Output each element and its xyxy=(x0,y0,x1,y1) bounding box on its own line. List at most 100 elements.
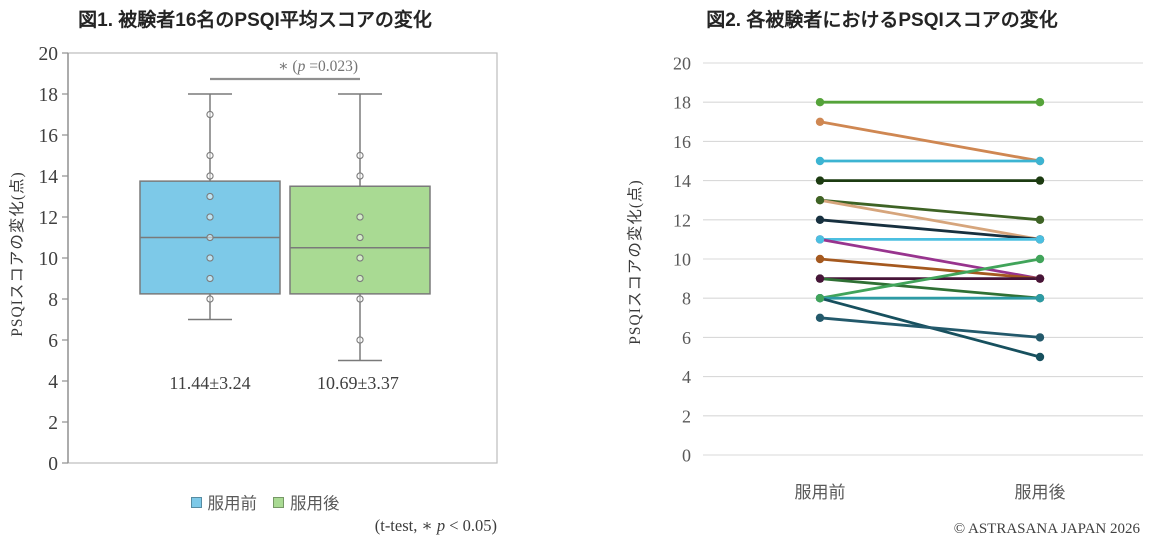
figure1-boxplot: 0 2 4 6 8 10 12 14 16 18 20 xyxy=(39,44,498,475)
data-point xyxy=(356,233,364,242)
marker-after-subject-3 xyxy=(1035,156,1045,166)
y-tick-label: 4 xyxy=(48,372,58,393)
y-tick-label: 12 xyxy=(673,210,691,230)
line-subject-9 xyxy=(818,237,1042,281)
line-subject-6 xyxy=(818,198,1042,241)
y-tick-label: 6 xyxy=(48,331,58,352)
mean-sd-after: 10.69±3.37 xyxy=(317,373,399,393)
marker-after-subject-13 xyxy=(1035,254,1045,264)
marker-before-subject-16 xyxy=(815,313,825,322)
data-point xyxy=(206,110,214,119)
y-tick-label: 4 xyxy=(682,367,691,387)
data-point xyxy=(206,151,214,160)
significance-prefix: ∗ ( xyxy=(278,58,298,75)
figure2-y-axis-label: PSQIスコアの変化(点) xyxy=(627,179,644,345)
marker-after-subject-16 xyxy=(1035,333,1045,342)
marker-before-subject-5 xyxy=(815,196,825,205)
y-tick-label: 18 xyxy=(673,93,691,113)
data-point xyxy=(206,295,214,303)
marker-after-subject-11 xyxy=(1035,274,1045,283)
legend-label-before: 服用前 xyxy=(207,494,258,513)
marker-before-subject-8 xyxy=(815,235,825,244)
significance-suffix: =0.023) xyxy=(305,58,358,75)
line-subject-5 xyxy=(818,198,1042,222)
data-point xyxy=(356,336,364,344)
y-tick-label: 8 xyxy=(682,289,691,309)
data-point xyxy=(206,274,214,283)
box-group-服用後 xyxy=(289,93,431,362)
legend-item-before: 服用前 xyxy=(190,490,258,514)
data-point xyxy=(356,151,364,160)
legend-swatch-before xyxy=(190,496,202,508)
legend-item-after: 服用後 xyxy=(273,490,340,514)
y-tick-label: 16 xyxy=(673,132,691,152)
y-tick-label: 6 xyxy=(682,328,691,348)
copyright-text: © ASTRASANA JAPAN 2026 xyxy=(953,521,1140,537)
y-tick-label: 20 xyxy=(673,54,691,74)
line-subject-7 xyxy=(818,218,1042,241)
data-point xyxy=(356,213,364,221)
marker-before-subject-3 xyxy=(815,156,825,166)
category-label-before: 服用前 xyxy=(794,483,846,502)
marker-before-subject-7 xyxy=(815,215,825,224)
line-subject-16 xyxy=(818,316,1042,339)
marker-after-subject-4 xyxy=(1035,176,1045,185)
data-point xyxy=(356,254,364,262)
category-label-after: 服用後 xyxy=(1014,483,1066,502)
y-tick-label: 10 xyxy=(673,250,691,270)
legend-label-after: 服用後 xyxy=(290,494,340,513)
plot-border xyxy=(67,52,498,464)
data-point xyxy=(356,172,364,180)
y-tick-label: 14 xyxy=(673,171,691,191)
y-tick-label: 14 xyxy=(39,167,59,188)
data-point xyxy=(206,213,214,221)
marker-after-subject-15 xyxy=(1035,352,1045,362)
marker-before-subject-4 xyxy=(815,176,825,185)
figure2-slope-chart: 0 2 4 6 8 10 12 14 16 18 20 xyxy=(673,54,1143,466)
y-tick-label: 20 xyxy=(39,44,59,65)
figure1-title: 図1. 被験者16名のPSQI平均スコアの変化 xyxy=(78,10,432,31)
marker-before-subject-10 xyxy=(815,254,825,264)
y-tick-label: 2 xyxy=(48,413,58,434)
footnote-prefix: (t-test, ∗ xyxy=(374,516,437,535)
marker-before-subject-1 xyxy=(815,98,825,107)
footnote-suffix: < 0.05) xyxy=(445,516,497,535)
y-tick-label: 2 xyxy=(682,406,691,426)
marker-after-subject-14 xyxy=(1035,294,1045,303)
y-tick-label: 18 xyxy=(39,85,59,106)
legend: 服用前 服用後 xyxy=(70,490,460,514)
line-subject-12 xyxy=(818,277,1042,300)
marker-before-subject-13 xyxy=(815,294,825,303)
marker-before-subject-2 xyxy=(815,117,825,127)
box-group-服用前 xyxy=(139,93,281,321)
y-tick-label: 8 xyxy=(48,290,58,311)
legend-swatch-after xyxy=(273,496,284,508)
significance-label: ∗ (p =0.023) xyxy=(278,57,358,76)
data-point xyxy=(206,254,214,262)
line-subject-10 xyxy=(818,257,1042,281)
data-point xyxy=(206,233,214,242)
ttest-footnote: (t-test, ∗ p < 0.05) xyxy=(250,516,497,536)
footnote-p: p xyxy=(436,516,446,535)
y-tick-label: 10 xyxy=(39,249,59,270)
line-subject-13 xyxy=(818,257,1042,300)
marker-before-subject-11 xyxy=(815,274,825,283)
marker-after-subject-8 xyxy=(1035,235,1045,244)
figure2-title: 図2. 各被験者におけるPSQIスコアの変化 xyxy=(706,10,1058,31)
marker-after-subject-5 xyxy=(1035,215,1045,224)
y-tick-label: 16 xyxy=(39,126,59,147)
data-point xyxy=(356,295,364,303)
y-tick-label: 0 xyxy=(682,446,691,466)
figure1-y-axis-label: PSQIスコアの変化(点) xyxy=(9,171,26,337)
y-tick-label: 12 xyxy=(39,208,59,229)
line-subject-2 xyxy=(818,120,1042,163)
data-point xyxy=(356,274,364,283)
data-point xyxy=(206,192,214,201)
y-tick-label: 0 xyxy=(48,454,58,475)
marker-after-subject-1 xyxy=(1035,98,1045,107)
mean-sd-before: 11.44±3.24 xyxy=(169,373,251,393)
data-point xyxy=(206,172,214,180)
significance-p: p xyxy=(297,58,306,75)
